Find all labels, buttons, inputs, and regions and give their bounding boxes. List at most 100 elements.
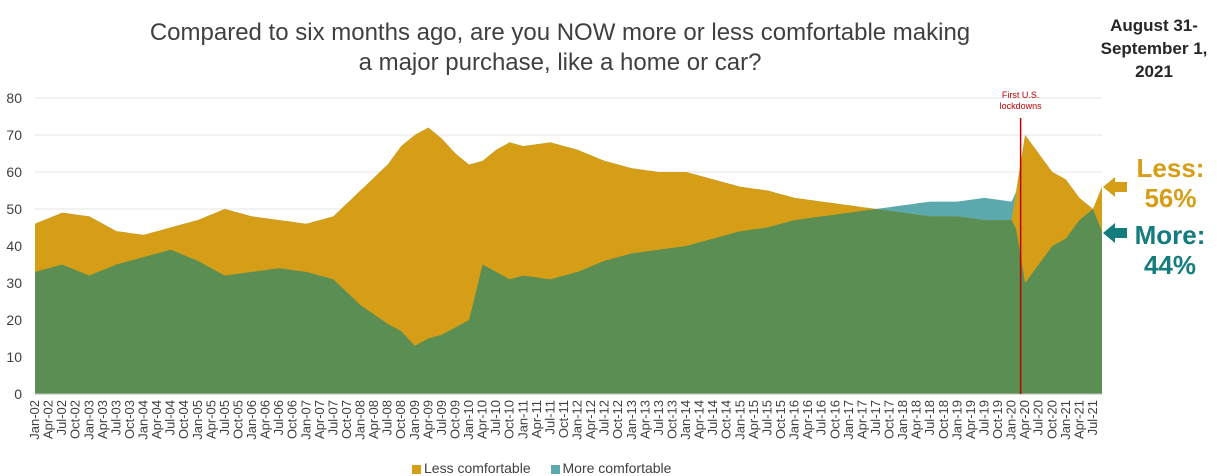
- x-tick-label: Jul-08: [380, 400, 395, 435]
- x-tick-label: Oct-09: [448, 400, 463, 439]
- more-value: 44%: [1143, 250, 1197, 280]
- x-tick-label: Apr-10: [475, 400, 490, 439]
- x-tick-label: Jul-20: [1031, 400, 1046, 435]
- y-tick-label: 50: [6, 201, 22, 217]
- x-tick-label: Apr-18: [909, 400, 924, 439]
- series-areas: [35, 127, 1102, 394]
- x-tick-label: Apr-11: [529, 400, 544, 438]
- x-tick-label: Oct-17: [882, 400, 897, 439]
- legend-swatch-more: [550, 464, 560, 474]
- x-tick-label: Apr-14: [692, 400, 707, 439]
- x-tick-label: Jan-06: [244, 400, 259, 440]
- x-tick-label: Jul-06: [271, 400, 286, 435]
- x-tick-label: Apr-21: [1071, 400, 1086, 439]
- x-tick-label: Apr-13: [637, 400, 652, 439]
- x-tick-label: Apr-02: [41, 400, 56, 439]
- x-tick-label: Jan-07: [298, 400, 313, 440]
- y-tick-label: 10: [6, 349, 22, 365]
- x-tick-label: Jul-03: [108, 400, 123, 435]
- more-label: More:: [1134, 220, 1206, 250]
- x-tick-label: Jan-08: [353, 400, 368, 440]
- x-tick-label: Jan-16: [787, 400, 802, 440]
- x-tick-label: Oct-08: [393, 400, 408, 439]
- chart-title-line-1: Compared to six months ago, are you NOW …: [149, 19, 971, 46]
- x-tick-label: Jan-04: [136, 400, 151, 440]
- series-more-area: [35, 209, 1102, 394]
- legend-label-more: More comfortable: [562, 460, 672, 476]
- x-tick-label: Apr-05: [203, 400, 218, 439]
- x-tick-label: Jul-09: [434, 400, 449, 435]
- less-callout: Less: 56%: [1128, 153, 1213, 213]
- annotation: First U.S.lockdowns: [1000, 90, 1043, 394]
- axes: 01020304050607080Jan-02Apr-02Jul-02Oct-0…: [6, 90, 1102, 440]
- x-tick-label: Oct-19: [990, 400, 1005, 439]
- x-tick-label: Apr-15: [746, 400, 761, 439]
- x-tick-label: Jul-07: [325, 400, 340, 435]
- x-tick-label: Oct-03: [122, 400, 137, 439]
- x-tick-label: Jan-21: [1058, 400, 1073, 440]
- y-tick-label: 20: [6, 312, 22, 328]
- x-tick-label: Jan-19: [949, 400, 964, 440]
- y-tick-label: 60: [6, 164, 22, 180]
- x-tick-label: Jan-05: [190, 400, 205, 440]
- x-tick-label: Jan-20: [1004, 400, 1019, 440]
- x-tick-label: Jan-14: [678, 400, 693, 440]
- x-tick-label: Oct-04: [176, 400, 191, 439]
- legend-label-less: Less comfortable: [424, 460, 531, 476]
- x-tick-label: Jan-09: [407, 400, 422, 440]
- more-arrow-icon: [1103, 223, 1127, 243]
- date-line-2: September 1,: [1100, 39, 1208, 58]
- less-arrow-icon: [1103, 177, 1127, 197]
- x-tick-label: Jul-02: [54, 400, 69, 435]
- x-tick-label: Jul-16: [814, 400, 829, 435]
- x-tick-label: Jan-10: [461, 400, 476, 440]
- x-tick-label: Apr-09: [420, 400, 435, 439]
- x-tick-label: Oct-12: [610, 400, 625, 439]
- x-tick-label: Oct-16: [827, 400, 842, 439]
- x-tick-label: Oct-18: [936, 400, 951, 439]
- x-tick-label: Oct-15: [773, 400, 788, 439]
- x-tick-label: Jul-14: [705, 400, 720, 435]
- x-tick-label: Apr-04: [149, 400, 164, 439]
- x-tick-label: Jul-18: [922, 400, 937, 435]
- chart-title-line-2: a major purchase, like a home or car?: [358, 49, 762, 76]
- x-tick-label: Oct-14: [719, 400, 734, 439]
- x-tick-label: Jan-15: [732, 400, 747, 440]
- chart-title: Compared to six months ago, are you NOW …: [90, 18, 1030, 78]
- x-tick-label: Apr-06: [258, 400, 273, 439]
- date-line-3: 2021: [1135, 62, 1173, 81]
- x-tick-label: Jul-04: [163, 400, 178, 435]
- x-tick-label: Oct-13: [665, 400, 680, 439]
- date-line-1: August 31-: [1110, 16, 1198, 35]
- x-tick-label: Jul-05: [217, 400, 232, 435]
- x-tick-label: Apr-08: [366, 400, 381, 439]
- x-tick-label: Jan-03: [81, 400, 96, 440]
- x-tick-label: Apr-17: [854, 400, 869, 439]
- y-tick-label: 40: [6, 238, 22, 254]
- x-tick-label: Jul-10: [488, 400, 503, 435]
- x-tick-label: Jan-18: [895, 400, 910, 440]
- x-tick-label: Jan-17: [841, 400, 856, 440]
- x-tick-label: Jul-12: [597, 400, 612, 435]
- x-tick-label: Jan-11: [515, 400, 530, 439]
- legend-item-more: More comfortable: [550, 460, 672, 476]
- x-tick-label: Jul-21: [1085, 400, 1100, 435]
- x-tick-label: Oct-07: [339, 400, 354, 439]
- lockdown-label-line-2: lockdowns: [1000, 101, 1043, 111]
- y-tick-label: 70: [6, 127, 22, 143]
- x-tick-label: Jul-11: [542, 400, 557, 434]
- x-tick-label: Jan-02: [27, 400, 42, 440]
- x-tick-label: Oct-06: [285, 400, 300, 439]
- date-label: August 31- September 1, 2021: [1090, 14, 1217, 83]
- more-callout: More: 44%: [1127, 220, 1213, 280]
- x-tick-label: Oct-20: [1044, 400, 1059, 439]
- x-tick-label: Apr-20: [1017, 400, 1032, 439]
- y-tick-label: 80: [6, 90, 22, 106]
- y-tick-label: 30: [6, 275, 22, 291]
- x-tick-label: Jan-13: [624, 400, 639, 440]
- x-tick-label: Jul-19: [976, 400, 991, 435]
- x-tick-label: Oct-02: [68, 400, 83, 439]
- x-tick-label: Oct-05: [231, 400, 246, 439]
- x-tick-label: Jul-15: [759, 400, 774, 435]
